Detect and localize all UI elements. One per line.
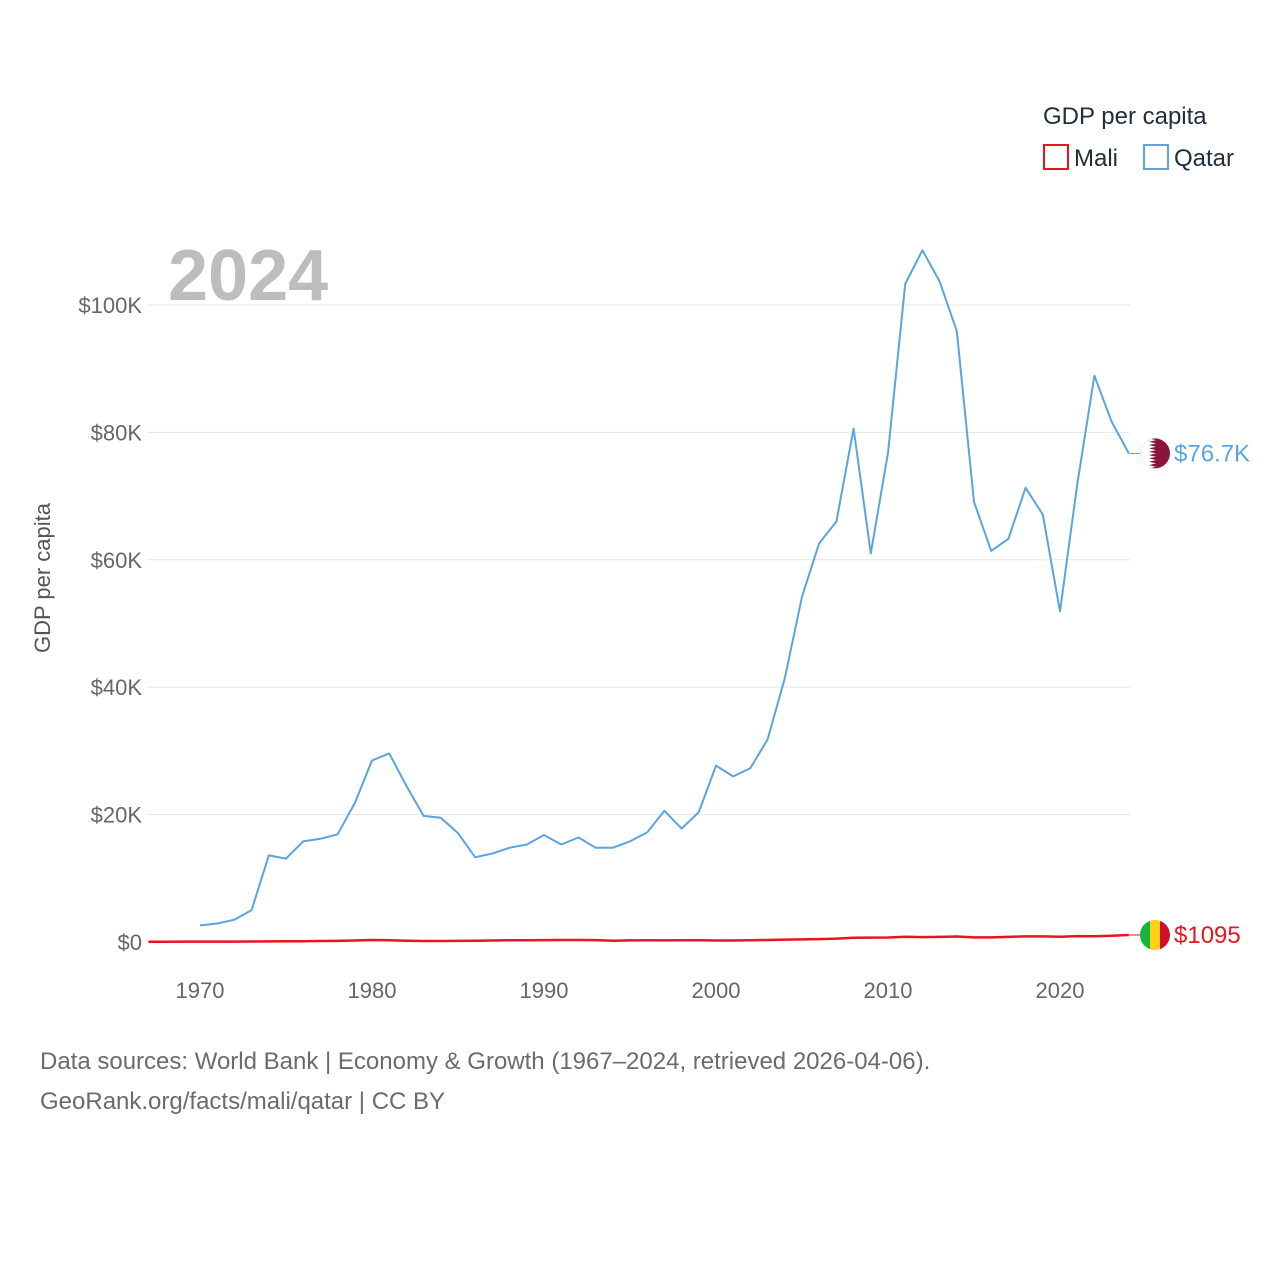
legend-item-qatar[interactable]: Qatar xyxy=(1143,144,1234,172)
y-axis-title: GDP per capita xyxy=(30,502,55,653)
y-tick-label: $0 xyxy=(118,930,142,955)
end-labels: $76.7K $1095 xyxy=(1128,438,1250,951)
legend-swatch xyxy=(1043,144,1069,170)
source-link[interactable]: GeoRank.org/facts/mali/qatar | CC BY xyxy=(40,1088,446,1115)
gridlines xyxy=(147,304,1130,816)
legend-items[interactable]: Mali Qatar xyxy=(1043,144,1234,172)
legend[interactable]: GDP per capita Mali Qatar xyxy=(1043,103,1234,172)
y-tick-label: $20K xyxy=(91,803,143,828)
y-axis-ticks: $0 $20K $40K $60K $80K $100K xyxy=(78,293,142,955)
mali-flag-icon xyxy=(1140,920,1170,951)
x-tick-label: 2020 xyxy=(1036,978,1085,1003)
year-watermark: 2024 xyxy=(168,236,328,316)
footer: Data sources: World Bank | Economy & Gro… xyxy=(40,1042,1240,1122)
x-tick-label: 2010 xyxy=(864,978,913,1003)
legend-label: Mali xyxy=(1074,145,1118,172)
legend-title: GDP per capita xyxy=(1043,103,1207,130)
x-tick-label: 1970 xyxy=(176,978,225,1003)
x-axis-ticks: 1970 1980 1990 2000 2010 2020 xyxy=(176,978,1085,1003)
line-chart: $0 $20K $40K $60K $80K $100K 1970 1980 1990 2000… xyxy=(30,103,1250,1003)
end-value-label-mali: $1095 xyxy=(1174,922,1241,949)
x-tick-label: 1990 xyxy=(520,978,569,1003)
legend-label: Qatar xyxy=(1174,145,1234,172)
y-tick-label: $100K xyxy=(78,293,142,318)
y-tick-label: $40K xyxy=(91,675,143,700)
y-tick-label: $80K xyxy=(91,420,143,445)
x-tick-label: 2000 xyxy=(692,978,741,1003)
series-line-qatar[interactable] xyxy=(199,249,1130,927)
end-value-label-qatar: $76.7K xyxy=(1174,440,1250,467)
data-sources-text: Data sources: World Bank | Economy & Gro… xyxy=(40,1048,931,1075)
legend-swatch xyxy=(1143,144,1169,170)
series-line-mali[interactable] xyxy=(148,933,1129,943)
y-tick-label: $60K xyxy=(91,548,143,573)
series-lines xyxy=(148,249,1130,943)
legend-item-mali[interactable]: Mali xyxy=(1043,144,1118,172)
qatar-flag-icon xyxy=(1140,438,1170,469)
x-tick-label: 1980 xyxy=(348,978,397,1003)
